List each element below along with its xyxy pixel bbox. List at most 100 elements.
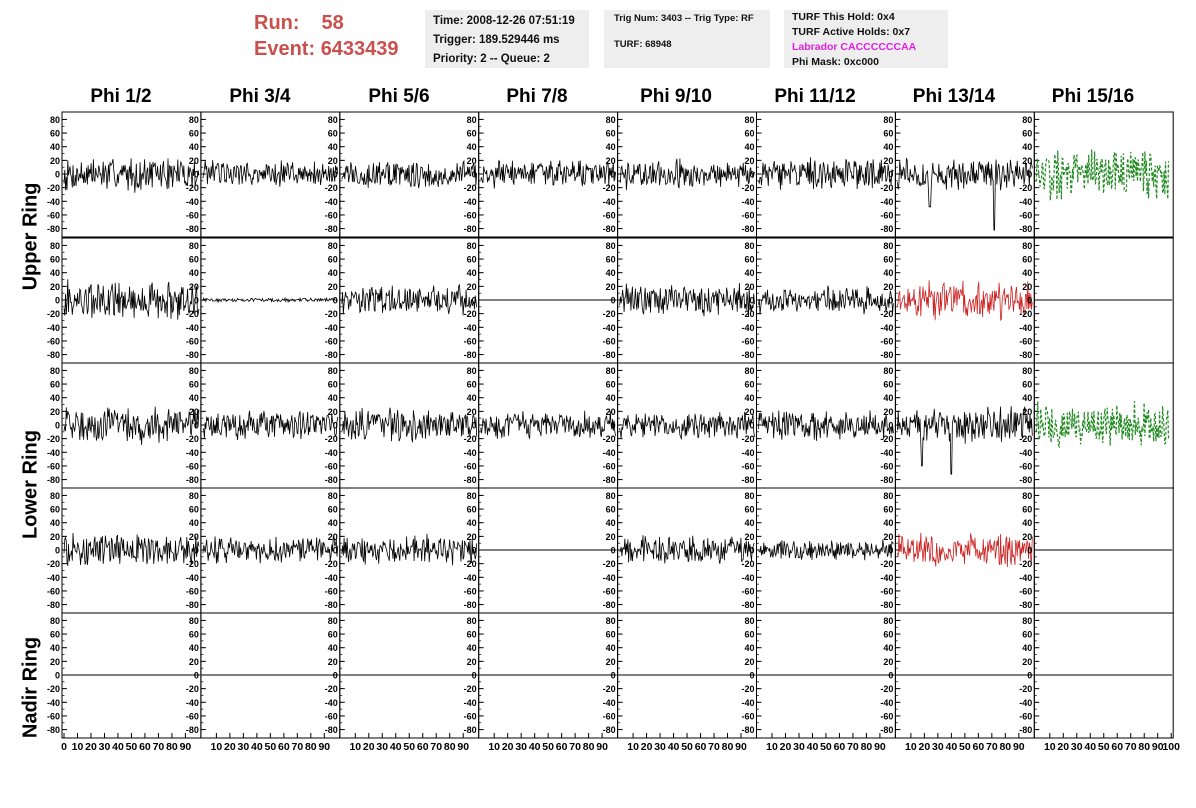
trace-black	[619, 411, 755, 441]
y-tick-label: 40	[50, 268, 60, 278]
y-tick-label: -20	[1019, 684, 1032, 694]
y-tick-label: -20	[325, 434, 338, 444]
x-tick-label: 50	[820, 741, 832, 753]
x-tick-label: 50	[265, 741, 277, 753]
y-tick-label: -40	[1019, 698, 1032, 708]
y-tick-label: -40	[1019, 573, 1032, 583]
labrador-text: Labrador CACCCCCCAA	[792, 41, 917, 53]
y-tick-label: 80	[189, 616, 199, 626]
y-tick-label: -40	[1019, 448, 1032, 458]
y-tick-label: -60	[741, 711, 754, 721]
x-tick-label: 20	[1057, 741, 1069, 753]
y-tick-label: 40	[606, 393, 616, 403]
y-tick-label: -60	[47, 461, 60, 471]
x-tick-label: 20	[502, 741, 514, 753]
y-tick-label: 0	[194, 296, 199, 306]
y-tick-label: -20	[47, 309, 60, 319]
y-tick-label: 20	[1022, 532, 1032, 542]
y-tick-label: 40	[328, 643, 338, 653]
y-tick-label: -20	[741, 183, 754, 193]
y-tick-label: -40	[603, 448, 616, 458]
x-tick-label: 20	[641, 741, 653, 753]
y-tick-label: 0	[333, 546, 338, 556]
y-tick-label: 80	[189, 366, 199, 376]
column-header-phi-13-14: Phi 13/14	[912, 86, 996, 107]
x-tick-label: 70	[569, 741, 581, 753]
y-tick-label: 60	[467, 380, 477, 390]
y-tick-label: -60	[325, 711, 338, 721]
y-tick-label: -20	[603, 434, 616, 444]
y-tick-label: -40	[186, 323, 199, 333]
y-tick-label: 0	[472, 421, 477, 431]
y-tick-label: 0	[333, 671, 338, 681]
y-tick-label: 40	[883, 518, 893, 528]
x-tick-label: 40	[946, 741, 958, 753]
x-tick-label: 70	[708, 741, 720, 753]
y-tick-label: 0	[55, 546, 60, 556]
trace-black	[63, 158, 200, 193]
y-tick-label: 40	[328, 268, 338, 278]
x-tick-label: 90	[735, 741, 747, 753]
trace-black	[341, 284, 478, 316]
y-tick-label: 40	[328, 142, 338, 152]
y-tick-label: -80	[47, 725, 60, 735]
x-tick-label: 90	[1152, 741, 1164, 753]
y-tick-label: 20	[189, 657, 199, 667]
x-tick-label: 30	[932, 741, 944, 753]
y-tick-label: -80	[603, 350, 616, 360]
y-tick-label: -80	[741, 224, 754, 234]
y-tick-label: -20	[47, 183, 60, 193]
y-tick-label: 80	[606, 491, 616, 501]
y-tick-label: 40	[467, 518, 477, 528]
y-tick-label: 0	[472, 546, 477, 556]
turf-hold-text: TURF This Hold: 0x4	[792, 11, 895, 23]
y-tick-label: 60	[883, 630, 893, 640]
y-tick-label: 60	[50, 630, 60, 640]
y-tick-label: 40	[606, 268, 616, 278]
x-tick-label: 30	[376, 741, 388, 753]
x-tick-label: 30	[99, 741, 111, 753]
y-tick-label: 0	[194, 671, 199, 681]
y-tick-label: 80	[1022, 366, 1032, 376]
x-tick-label: 90	[180, 741, 192, 753]
x-tick-label: 70	[1125, 741, 1137, 753]
time-text: Time: 2008-12-26 07:51:19	[433, 15, 575, 27]
trace-black	[619, 158, 755, 191]
y-tick-label: -40	[47, 698, 60, 708]
y-tick-label: 80	[606, 241, 616, 251]
y-tick-label: -80	[1019, 224, 1032, 234]
y-tick-label: 0	[194, 170, 199, 180]
column-header-phi-9-10: Phi 9/10	[640, 86, 712, 107]
y-tick-label: 20	[50, 156, 60, 166]
trace-black	[619, 283, 755, 317]
y-tick-label: 60	[328, 255, 338, 265]
y-tick-label: -20	[47, 559, 60, 569]
y-tick-label: -40	[880, 573, 893, 583]
y-tick-label: 40	[606, 142, 616, 152]
run-value: 58	[321, 12, 344, 34]
y-tick-label: -80	[880, 725, 893, 735]
y-tick-label: -60	[880, 461, 893, 471]
y-tick-label: 40	[467, 268, 477, 278]
y-tick-label: 20	[328, 657, 338, 667]
y-tick-label: 20	[883, 282, 893, 292]
x-tick-label: 10	[766, 741, 778, 753]
y-tick-label: 60	[50, 255, 60, 265]
y-tick-label: 80	[50, 366, 60, 376]
y-tick-label: 80	[1022, 616, 1032, 626]
y-tick-label: 60	[328, 630, 338, 640]
column-header-phi-7-8: Phi 7/8	[506, 86, 568, 107]
y-tick-label: -40	[741, 448, 754, 458]
y-tick-label: 0	[611, 421, 616, 431]
y-tick-label: 0	[55, 421, 60, 431]
x-tick-label: 60	[556, 741, 568, 753]
y-tick-label: 0	[1027, 546, 1032, 556]
x-tick-label: 10	[1044, 741, 1056, 753]
y-tick-label: 40	[467, 142, 477, 152]
y-tick-label: 20	[606, 532, 616, 542]
y-tick-label: 0	[888, 421, 893, 431]
x-tick-label: 20	[224, 741, 236, 753]
y-tick-label: 20	[328, 407, 338, 417]
turf-info-box: TURF This Hold: 0x4 TURF Active Holds: 0…	[784, 10, 948, 68]
y-tick-label: 60	[328, 505, 338, 515]
